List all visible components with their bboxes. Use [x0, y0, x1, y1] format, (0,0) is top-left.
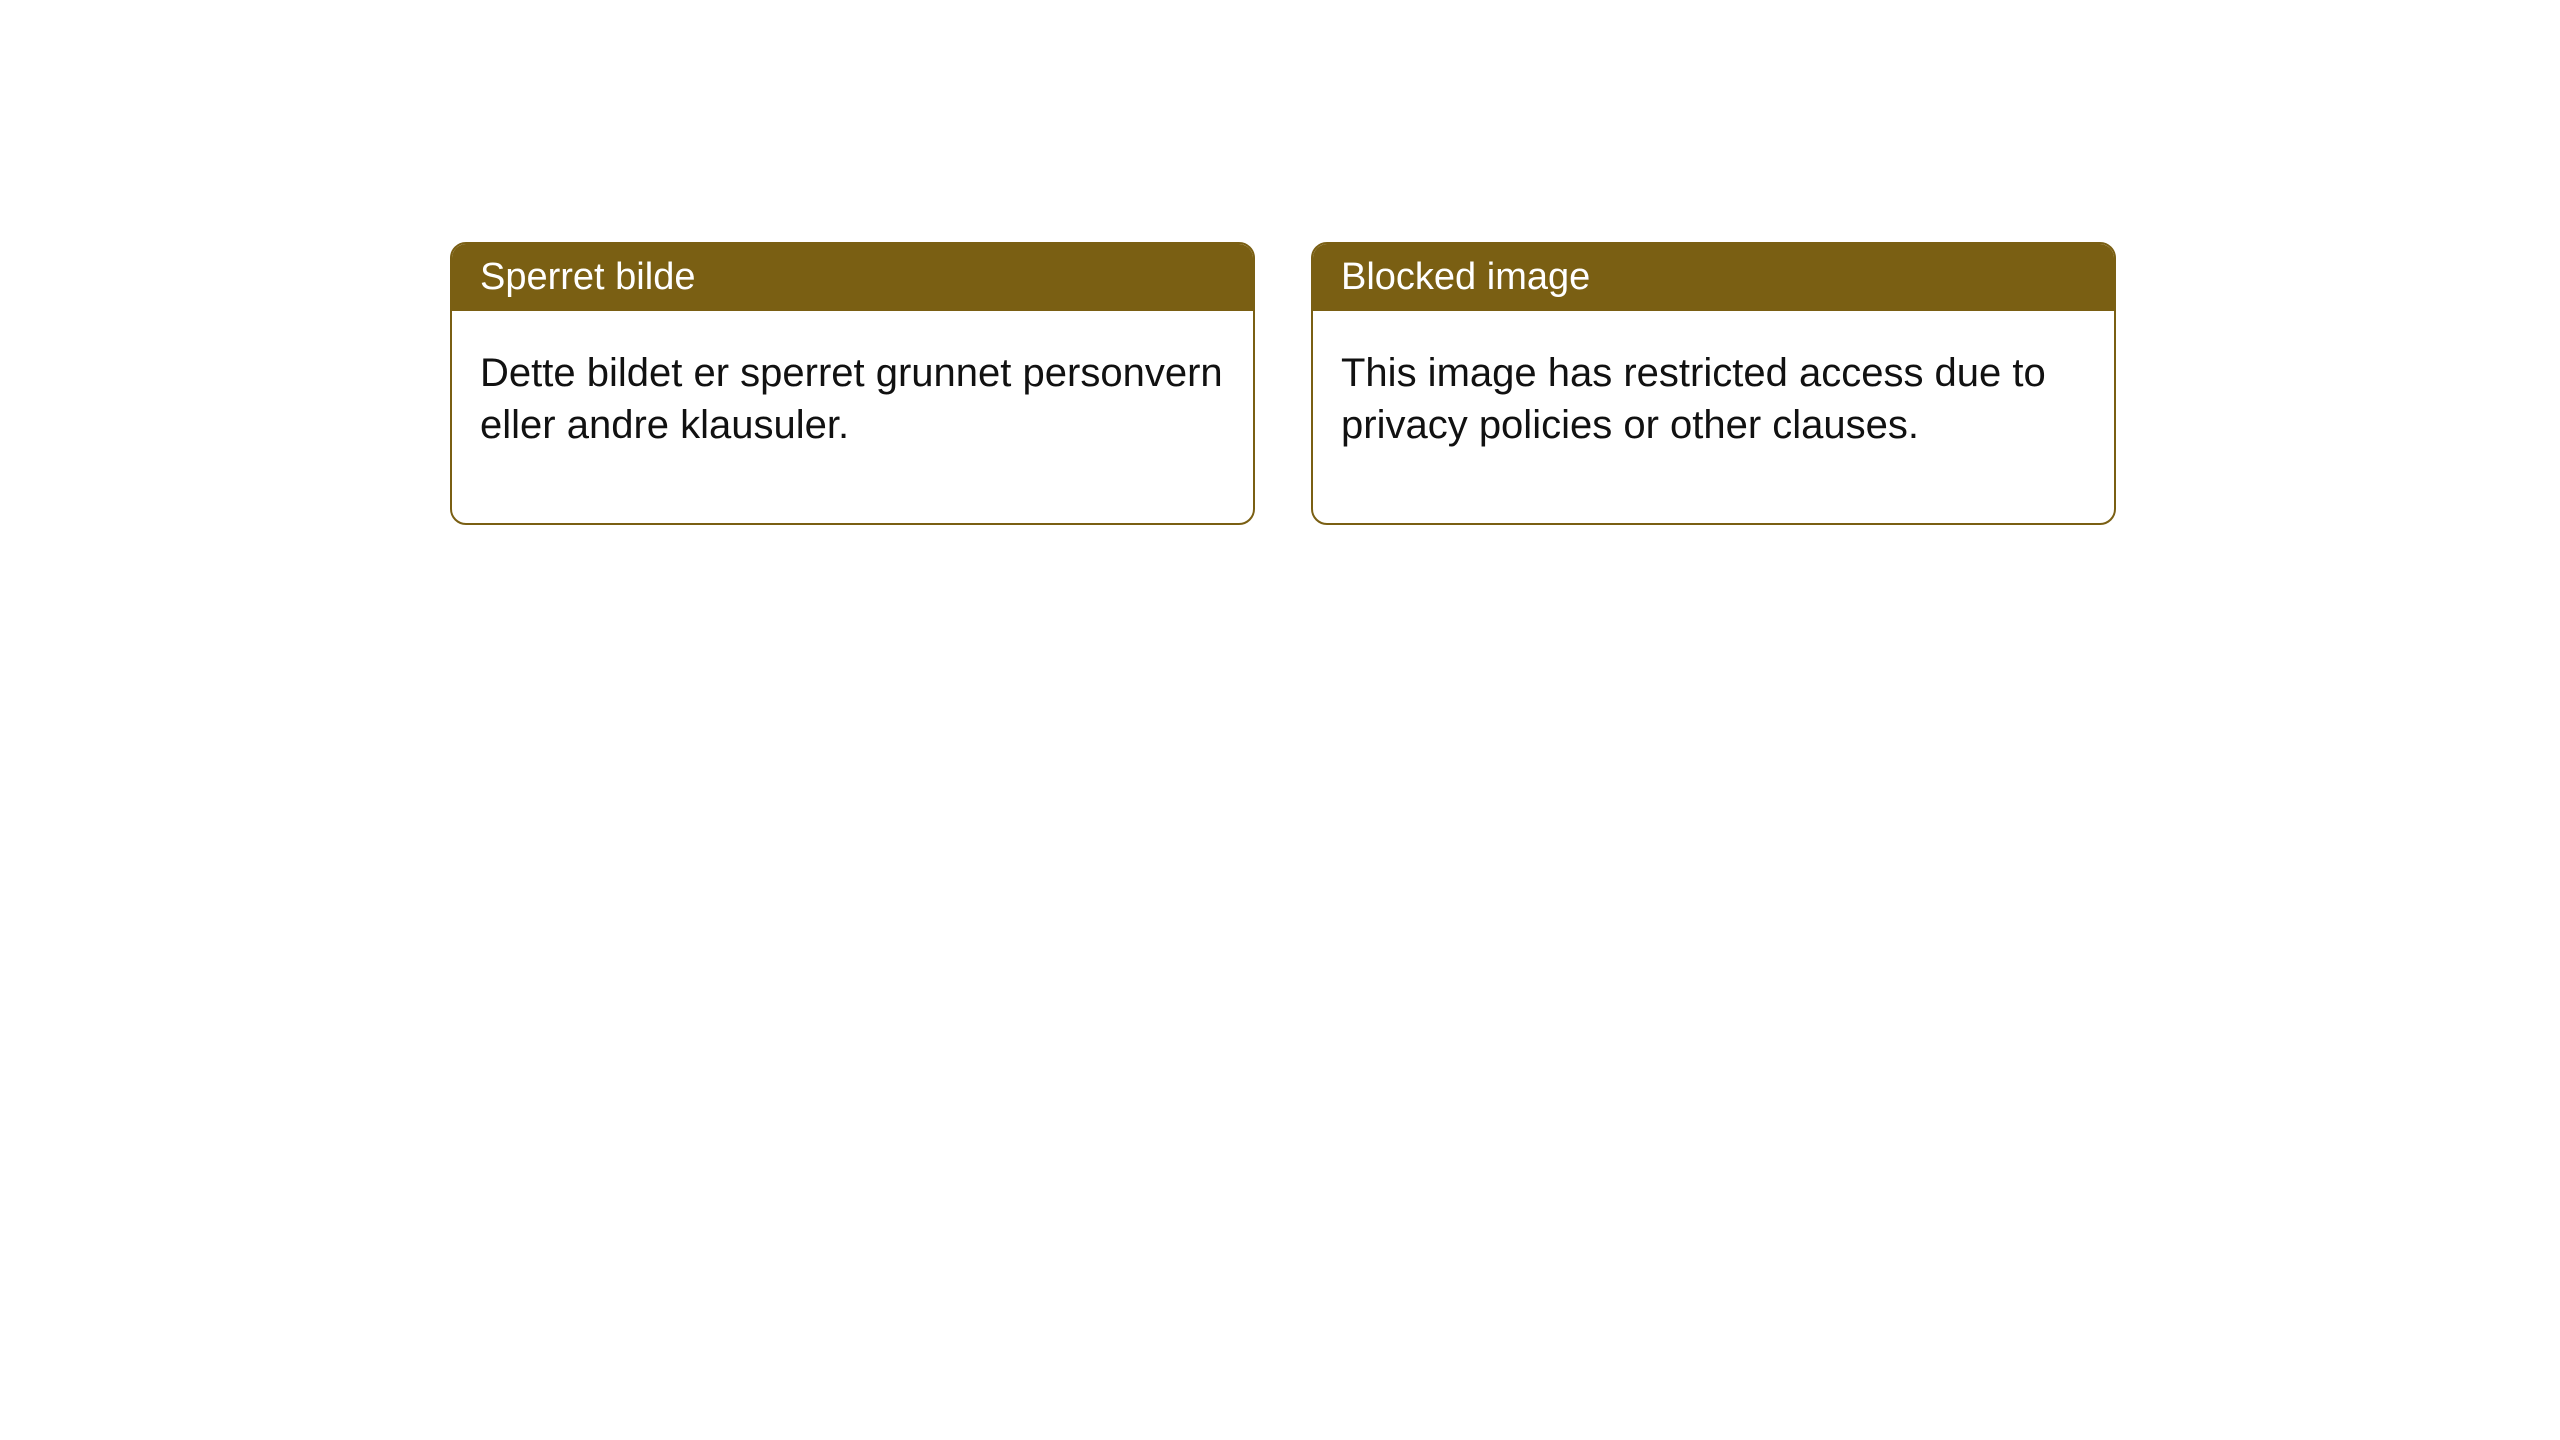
- card-body: This image has restricted access due to …: [1313, 311, 2114, 523]
- card-title: Blocked image: [1341, 256, 2086, 299]
- blocked-image-card-en: Blocked image This image has restricted …: [1311, 242, 2116, 525]
- card-header: Sperret bilde: [452, 244, 1253, 311]
- card-text: This image has restricted access due to …: [1341, 347, 2086, 451]
- card-container: Sperret bilde Dette bildet er sperret gr…: [0, 0, 2560, 525]
- card-text: Dette bildet er sperret grunnet personve…: [480, 347, 1225, 451]
- card-title: Sperret bilde: [480, 256, 1225, 299]
- blocked-image-card-no: Sperret bilde Dette bildet er sperret gr…: [450, 242, 1255, 525]
- card-body: Dette bildet er sperret grunnet personve…: [452, 311, 1253, 523]
- card-header: Blocked image: [1313, 244, 2114, 311]
